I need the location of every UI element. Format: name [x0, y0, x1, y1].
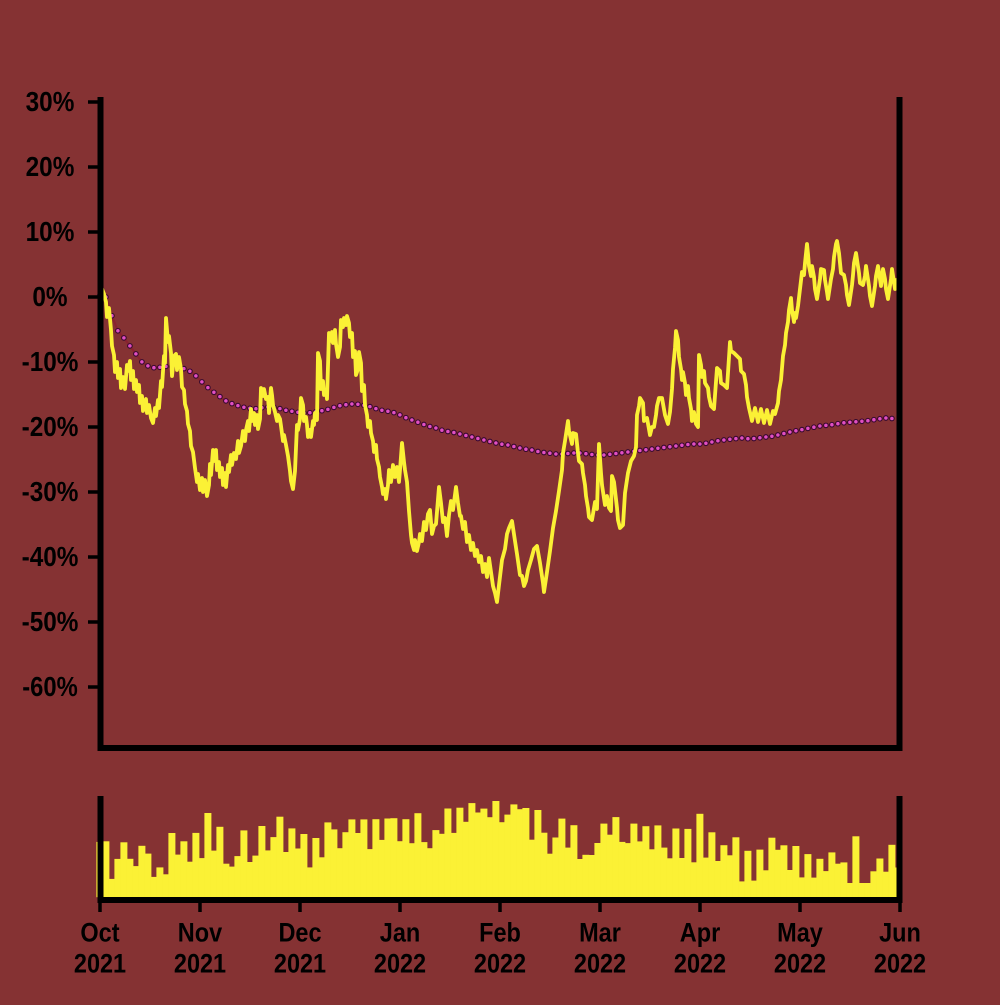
svg-text:2022: 2022 — [574, 948, 626, 978]
svg-text:30%: 30% — [26, 86, 75, 117]
svg-text:0%: 0% — [32, 281, 67, 312]
svg-text:-20%: -20% — [22, 411, 79, 442]
svg-text:2022: 2022 — [474, 948, 526, 978]
svg-text:-50%: -50% — [22, 606, 79, 637]
svg-text:Jan: Jan — [380, 918, 421, 948]
svg-text:2022: 2022 — [874, 948, 926, 978]
svg-text:2022: 2022 — [774, 948, 826, 978]
svg-text:Dec: Dec — [278, 918, 321, 948]
svg-text:-30%: -30% — [22, 476, 79, 507]
svg-text:Nov: Nov — [178, 918, 222, 948]
svg-text:-40%: -40% — [22, 541, 79, 572]
svg-text:2021: 2021 — [74, 948, 126, 978]
svg-text:Mar: Mar — [579, 918, 621, 948]
svg-text:2022: 2022 — [674, 948, 726, 978]
svg-text:Jun: Jun — [879, 918, 921, 948]
svg-text:-10%: -10% — [22, 346, 79, 377]
svg-text:2021: 2021 — [274, 948, 326, 978]
svg-text:-60%: -60% — [22, 671, 78, 702]
svg-text:2021: 2021 — [174, 948, 226, 978]
svg-text:20%: 20% — [26, 151, 75, 182]
svg-text:10%: 10% — [26, 216, 75, 247]
svg-text:Oct: Oct — [80, 918, 119, 948]
svg-text:May: May — [777, 918, 823, 948]
svg-text:Feb: Feb — [479, 918, 521, 948]
svg-text:Apr: Apr — [680, 918, 721, 948]
svg-text:2022: 2022 — [374, 948, 426, 978]
